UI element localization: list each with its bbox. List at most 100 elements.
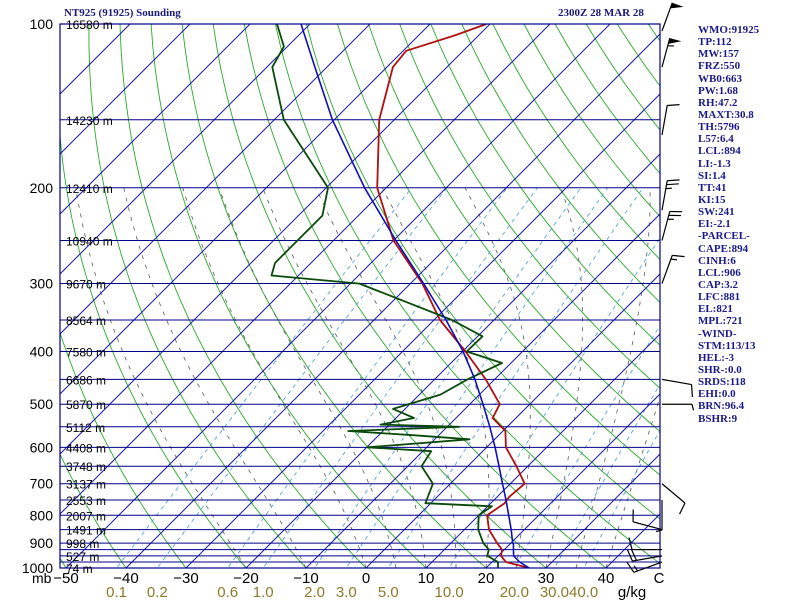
height-label: 5870 m xyxy=(66,398,106,412)
pressure-label: 800 xyxy=(30,507,54,523)
index-item: LFC:881 xyxy=(698,291,798,303)
height-label: 2007 m xyxy=(66,509,106,523)
wind-barb xyxy=(662,180,680,210)
wind-barb-shaft xyxy=(662,212,670,241)
temperature-tick-label: 0 xyxy=(362,570,370,587)
index-item: CINH:6 xyxy=(698,255,798,267)
wind-barb xyxy=(662,105,680,135)
mixing-ratio-label: 1.0 xyxy=(253,584,274,600)
mixing-ratio-label: 3.0 xyxy=(336,584,357,600)
wind-barb-shaft xyxy=(633,522,662,530)
pressure-label: 100 xyxy=(30,16,54,32)
plot-frame xyxy=(60,24,660,568)
mixing-ratio-label: 5.0 xyxy=(378,584,399,600)
dry-adiabat-line xyxy=(24,24,196,580)
mixing-ratio-line xyxy=(381,188,643,580)
wind-barb-half-flag xyxy=(671,259,677,260)
wind-barb-flag xyxy=(631,549,636,560)
index-item: WMO:91925 xyxy=(698,24,798,36)
temperature-tick-label: 20 xyxy=(478,570,495,587)
mixing-ratio-label: 30.0 xyxy=(540,584,569,600)
height-label: 9670 m xyxy=(66,278,106,292)
mixing-ratio-line xyxy=(255,188,537,580)
wind-barb-flag xyxy=(627,562,634,572)
index-item: EHI:0.0 xyxy=(698,388,798,400)
index-item: BSHR:9 xyxy=(698,413,798,425)
moist-adiabat-line xyxy=(546,188,583,568)
isotherm-line xyxy=(114,12,682,580)
pressure-label: 900 xyxy=(30,535,54,551)
station-title: NT925 (91925) Sounding xyxy=(64,7,181,19)
wind-barb-half-flag xyxy=(656,530,662,532)
dry-adiabat-line xyxy=(0,24,12,580)
dry-adiabat-line xyxy=(0,24,73,580)
temperature-tick-label: −50 xyxy=(53,570,78,587)
index-item: MAXT:30.8 xyxy=(698,109,798,121)
wind-barb xyxy=(662,255,685,283)
wind-barb-shaft xyxy=(662,484,685,503)
axis-unit-label: mb xyxy=(32,570,52,586)
height-label: 4408 m xyxy=(66,441,106,455)
mixing-ratio-label: 10.0 xyxy=(435,584,464,600)
temperature-unit-label: C xyxy=(654,570,665,587)
index-item: LI:-1.3 xyxy=(698,158,798,170)
height-label: 7580 m xyxy=(66,346,106,360)
index-item: FRZ:550 xyxy=(698,60,798,72)
wind-barb xyxy=(662,484,685,514)
wind-barb-pennant xyxy=(668,38,681,44)
height-label: 12410 m xyxy=(66,182,113,196)
dry-adiabat-line xyxy=(120,24,378,580)
wind-barb-pennant xyxy=(670,3,683,9)
index-item: L57:6.4 xyxy=(698,133,798,145)
wind-barb-flag xyxy=(680,503,685,514)
wind-barb-flag xyxy=(692,385,693,397)
mixing-ratio-unit-label: g/kg xyxy=(618,584,646,600)
pressure-label: 500 xyxy=(30,396,54,412)
parcel-line xyxy=(301,24,529,568)
height-label: 1491 m xyxy=(66,524,106,538)
index-item: KI:15 xyxy=(698,194,798,206)
index-item: BRN:96.4 xyxy=(698,400,798,412)
moist-adiabat-line xyxy=(124,188,306,568)
dry-adiabat-line xyxy=(275,24,681,580)
mixing-ratio-label: 0.1 xyxy=(106,584,127,600)
pressure-label: 700 xyxy=(30,476,54,492)
isotherm-line xyxy=(174,12,742,580)
temperature-line xyxy=(377,24,529,568)
height-label: 3748 m xyxy=(66,460,106,474)
index-item: PW:1.68 xyxy=(698,85,798,97)
mixing-ratio-line xyxy=(108,188,412,580)
index-item: RH:47.2 xyxy=(698,97,798,109)
wind-barb xyxy=(662,404,694,410)
mixing-ratio-label: 20.0 xyxy=(500,584,529,600)
index-item: CAP:3.2 xyxy=(698,279,798,291)
wind-barb-shaft xyxy=(662,105,667,135)
index-item: LCL:906 xyxy=(698,267,798,279)
wind-barb xyxy=(656,500,662,532)
height-label: 6686 m xyxy=(66,373,106,387)
index-item: CAPE:894 xyxy=(698,243,798,255)
index-item: TT:41 xyxy=(698,182,798,194)
height-label: 3137 m xyxy=(66,478,106,492)
mixing-ratio-label: 0.2 xyxy=(147,584,168,600)
wind-barb-half-flag xyxy=(692,404,694,410)
isotherm-line xyxy=(0,12,262,580)
wind-barb-flag xyxy=(672,255,684,256)
wind-barb-shaft xyxy=(662,181,667,211)
index-item: SRDS:118 xyxy=(698,376,798,388)
index-item: WB0:663 xyxy=(698,73,798,85)
index-item: EI:-2.1 xyxy=(698,218,798,230)
mixing-ratio-line xyxy=(149,188,447,580)
index-item: MPL:721 xyxy=(698,315,798,327)
dry-adiabat-line xyxy=(89,24,317,580)
wind-barb-shaft xyxy=(632,556,662,561)
height-label: 5112 m xyxy=(66,421,105,435)
wind-barb xyxy=(662,379,692,397)
index-item: SW:241 xyxy=(698,206,798,218)
wind-barb-flag xyxy=(667,184,679,185)
index-item: LCL:894 xyxy=(698,145,798,157)
index-item: -PARCEL- xyxy=(698,230,798,242)
wind-barb-shaft xyxy=(662,379,692,384)
